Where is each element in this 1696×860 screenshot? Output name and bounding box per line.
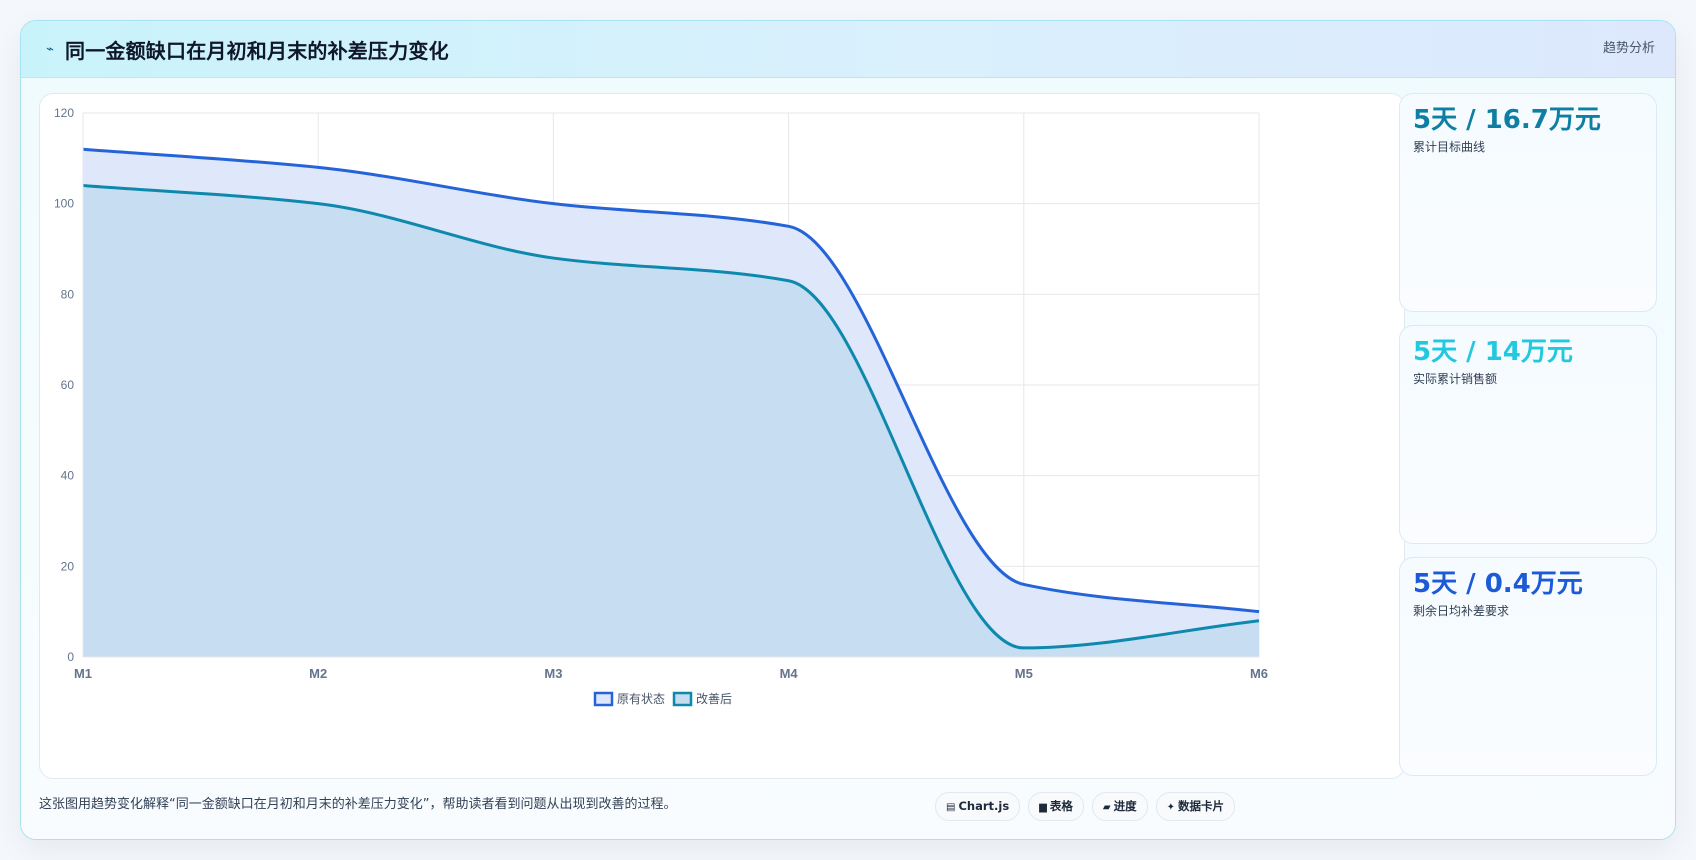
y-tick-label: 20 (61, 559, 75, 573)
y-tick-label: 100 (54, 197, 74, 211)
chip-data-card[interactable]: ✦ 数据卡片 (1155, 792, 1235, 821)
series-line-1 (82, 147, 1260, 614)
card-icon: ✦ (1166, 802, 1175, 813)
stat-value: 5天 / 14万元 (1413, 337, 1573, 367)
chip-label: Chart.js (958, 799, 1010, 813)
chip-progress[interactable]: ▰ 进度 (1091, 792, 1148, 821)
table-icon: ▆ (1039, 802, 1047, 813)
x-tick-label: M6 (1250, 666, 1268, 681)
stat-card-daily: 5天 / 0.4万元 剩余日均补差要求 (1399, 557, 1657, 776)
stat-card-actual: 5天 / 14万元 实际累计销售额 (1399, 325, 1657, 544)
stat-value: 5天 / 0.4万元 (1413, 569, 1583, 599)
y-tick-label: 0 (67, 650, 74, 664)
y-tick-label: 80 (61, 287, 75, 301)
x-tick-label: M1 (74, 666, 92, 681)
chip-label: 表格 (1049, 799, 1073, 813)
trend-icon: ⌁ (46, 41, 54, 57)
panel-header: ⌁ 同一金额缺口在月初和月末的补差压力变化 趋势分析 (21, 21, 1675, 78)
chip-label: 数据卡片 (1177, 799, 1224, 813)
y-tick-label: 120 (54, 106, 74, 120)
stat-card-target: 5天 / 16.7万元 累计目标曲线 (1399, 93, 1657, 312)
stat-value: 5天 / 16.7万元 (1413, 105, 1601, 135)
chart-icon: ▤ (946, 802, 956, 813)
stat-label: 实际累计销售额 (1413, 372, 1498, 386)
series-line-2 (82, 184, 1260, 650)
x-tick-label: M2 (309, 666, 327, 681)
stat-label: 剩余日均补差要求 (1413, 604, 1510, 618)
x-tick-label: M5 (1015, 666, 1033, 681)
stat-label: 累计目标曲线 (1413, 140, 1486, 154)
chart-caption: 这张图用趋势变化解释“同一金额缺口在月初和月末的补差压力变化”，帮助读者看到问题… (39, 797, 677, 812)
chip-table[interactable]: ▆ 表格 (1028, 792, 1084, 821)
area-chart: 0 20 40 60 80 100 120 M1 M2 M3 M4 M5 M6 原有状态 改善后 (54, 106, 1268, 707)
x-tick-label: M3 (544, 666, 562, 681)
section-label: 趋势分析 (1602, 41, 1655, 56)
chip-chartjs[interactable]: ▤ Chart.js (935, 792, 1021, 821)
legend-label: 原有状态 (617, 692, 665, 706)
page-title: 同一金额缺口在月初和月末的补差压力变化 (65, 38, 449, 63)
chart-panel: ⌁ 同一金额缺口在月初和月末的补差压力变化 趋势分析 0 20 40 60 80 100 1… (20, 20, 1676, 840)
series-area-2 (83, 185, 1259, 657)
progress-icon: ▰ (1102, 802, 1111, 813)
legend-swatch (672, 691, 693, 707)
chip-label: 进度 (1113, 799, 1137, 813)
y-tick-label: 60 (61, 378, 75, 392)
chip-group: ▤ Chart.js ▆ 表格 ▰ 进度 ✦ 数据卡片 (935, 792, 1235, 821)
legend-swatch (593, 691, 614, 707)
legend-label: 改善后 (696, 691, 732, 706)
chart-card: 0 20 40 60 80 100 120 M1 M2 M3 M4 M5 M6 原有状态 改善后 (39, 93, 1405, 779)
y-tick-label: 40 (61, 469, 75, 483)
x-tick-label: M4 (780, 666, 799, 681)
